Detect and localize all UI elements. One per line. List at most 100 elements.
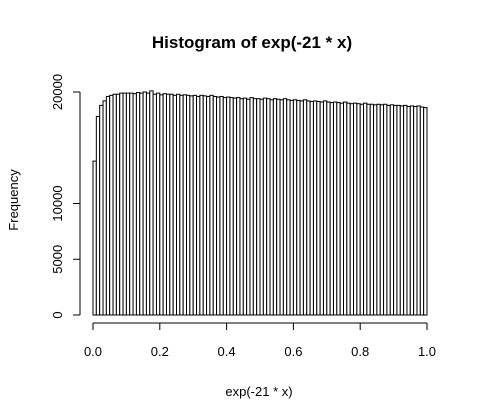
histogram-bar xyxy=(252,98,258,316)
histogram-bar xyxy=(206,95,211,316)
histogram-bar xyxy=(383,103,388,316)
histogram-bar xyxy=(306,100,311,316)
histogram-bar xyxy=(266,98,271,316)
histogram-bar xyxy=(189,95,194,316)
histogram-bar xyxy=(322,100,328,316)
histogram-bar xyxy=(239,98,244,316)
histogram-bar xyxy=(99,104,104,316)
histogram-bar xyxy=(212,95,218,316)
histogram-bar xyxy=(122,92,127,316)
histogram-bar xyxy=(145,92,151,316)
chart-title: Histogram of exp(-21 * x) xyxy=(152,33,352,52)
histogram-bar xyxy=(409,105,415,316)
histogram-bar xyxy=(386,104,391,316)
histogram-bar xyxy=(353,102,358,316)
histogram-bar xyxy=(105,95,111,316)
histogram-bar xyxy=(312,100,318,316)
x-tick-label: 1.0 xyxy=(418,344,436,359)
histogram-bar xyxy=(249,97,254,316)
histogram-bar xyxy=(165,93,171,316)
histogram-bar xyxy=(289,99,294,316)
histogram-bars xyxy=(92,90,428,316)
histogram-bar xyxy=(246,98,251,316)
histogram-bar xyxy=(172,94,178,316)
x-tick-label: 0.6 xyxy=(284,344,302,359)
histogram-bar xyxy=(256,98,261,316)
y-tick-label: 20000 xyxy=(50,74,65,110)
histogram-bar xyxy=(199,94,204,316)
histogram-bar xyxy=(366,103,371,316)
histogram-bar xyxy=(292,99,298,316)
histogram-bar xyxy=(316,100,321,316)
histogram-bar xyxy=(332,101,338,316)
histogram-bar xyxy=(109,94,114,316)
histogram-bar xyxy=(343,101,348,316)
histogram-bar xyxy=(302,99,308,316)
histogram-bar xyxy=(296,99,301,316)
histogram-bar xyxy=(186,94,191,316)
histogram-bar xyxy=(129,92,134,316)
histogram-bar xyxy=(399,105,405,316)
histogram-bar xyxy=(229,97,234,316)
x-tick-label: 0.0 xyxy=(84,344,102,359)
histogram-bar xyxy=(135,92,141,316)
histogram-bar xyxy=(152,93,157,316)
histogram-bar xyxy=(112,93,117,316)
histogram-bar xyxy=(416,105,421,316)
histogram-bar xyxy=(369,103,375,316)
histogram-bar xyxy=(162,93,167,316)
histogram-bar xyxy=(222,97,228,316)
histogram-bar xyxy=(396,104,401,316)
y-axis: 0 5000 10000 20000 xyxy=(50,74,81,319)
y-tick-label: 10000 xyxy=(50,185,65,221)
histogram-bar xyxy=(299,100,304,316)
histogram-bar xyxy=(336,102,341,316)
histogram-bar xyxy=(423,107,428,316)
histogram-bar xyxy=(339,102,345,316)
histogram-bar xyxy=(119,92,124,316)
histogram-bar xyxy=(269,99,274,316)
histogram-bar xyxy=(149,90,154,316)
histogram-bar xyxy=(202,95,208,316)
histogram-bar xyxy=(363,102,368,316)
histogram-bar xyxy=(259,98,264,316)
histogram-bar xyxy=(359,103,365,316)
histogram-bar xyxy=(329,102,334,316)
histogram-bar xyxy=(216,96,221,316)
histogram-bar xyxy=(219,95,224,316)
x-axis: 0.0 0.2 0.4 0.6 0.8 1.0 xyxy=(84,322,436,359)
histogram-bar xyxy=(132,93,137,316)
histogram-bar xyxy=(192,94,198,316)
histogram-bar xyxy=(242,97,248,316)
histogram-bar xyxy=(356,103,361,316)
histogram-bar xyxy=(403,104,408,316)
histogram-bar xyxy=(406,105,411,316)
histogram-bar xyxy=(142,91,147,316)
histogram-bar xyxy=(282,98,288,316)
histogram-bar xyxy=(276,98,281,316)
histogram-bar xyxy=(125,92,131,316)
histogram-bar xyxy=(155,92,161,316)
histogram-bar xyxy=(346,102,351,316)
histogram-bar xyxy=(139,92,144,316)
y-tick-label: 5000 xyxy=(50,245,65,274)
histogram-bar xyxy=(393,104,398,316)
histogram-bar xyxy=(262,97,268,316)
histogram-bar xyxy=(209,94,214,316)
histogram-bar xyxy=(176,93,181,316)
histogram-bar xyxy=(95,116,101,316)
histogram-bar xyxy=(226,96,231,316)
histogram-bar xyxy=(236,97,241,316)
x-axis-label: exp(-21 * x) xyxy=(225,384,292,399)
histogram-bar xyxy=(376,103,381,316)
histogram-bar xyxy=(286,99,291,316)
histogram-bar xyxy=(349,103,355,316)
histogram-bar xyxy=(379,104,385,316)
histogram-bar xyxy=(232,97,238,316)
y-tick-label: 0 xyxy=(50,311,65,318)
histogram-bar xyxy=(319,101,324,316)
y-axis-label: Frequency xyxy=(6,169,21,231)
histogram-bar xyxy=(389,104,395,316)
histogram-bar xyxy=(309,100,314,316)
histogram-bar xyxy=(115,93,121,316)
